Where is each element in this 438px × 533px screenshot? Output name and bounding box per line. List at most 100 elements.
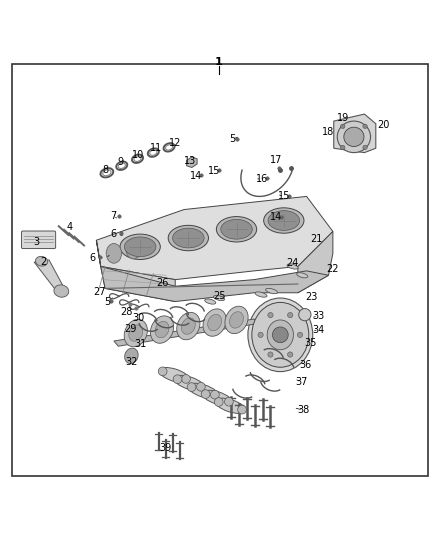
- Ellipse shape: [124, 237, 156, 257]
- Text: 34: 34: [313, 325, 325, 335]
- Text: 22: 22: [326, 264, 338, 274]
- Text: 25: 25: [214, 291, 226, 301]
- Text: 9: 9: [118, 157, 124, 167]
- Circle shape: [225, 397, 233, 406]
- Text: 32: 32: [125, 357, 138, 367]
- Ellipse shape: [213, 295, 225, 301]
- Circle shape: [297, 332, 303, 337]
- Text: 35: 35: [305, 338, 317, 348]
- Polygon shape: [334, 114, 376, 152]
- Text: 29: 29: [124, 324, 137, 334]
- Ellipse shape: [129, 325, 143, 341]
- Circle shape: [363, 145, 367, 150]
- FancyBboxPatch shape: [21, 231, 56, 248]
- Text: 1: 1: [216, 56, 222, 67]
- Text: 10: 10: [132, 150, 145, 160]
- Polygon shape: [101, 266, 328, 302]
- Ellipse shape: [255, 292, 267, 297]
- Text: 31: 31: [134, 340, 146, 350]
- Ellipse shape: [124, 319, 147, 347]
- Text: 36: 36: [300, 360, 312, 369]
- Circle shape: [173, 375, 182, 384]
- Ellipse shape: [267, 320, 293, 350]
- Ellipse shape: [265, 288, 278, 294]
- Text: 2: 2: [41, 257, 47, 267]
- Circle shape: [341, 145, 345, 150]
- Ellipse shape: [54, 285, 69, 297]
- Text: 4: 4: [67, 222, 73, 232]
- Circle shape: [238, 405, 247, 414]
- Text: 8: 8: [102, 165, 108, 175]
- Ellipse shape: [208, 314, 222, 331]
- Text: 26: 26: [156, 278, 168, 288]
- Circle shape: [272, 327, 288, 343]
- Ellipse shape: [120, 234, 160, 260]
- Ellipse shape: [287, 264, 298, 269]
- Text: 5: 5: [229, 134, 235, 144]
- Circle shape: [211, 390, 219, 399]
- Polygon shape: [298, 231, 333, 293]
- Polygon shape: [187, 157, 197, 167]
- Ellipse shape: [230, 312, 244, 328]
- Circle shape: [182, 375, 191, 383]
- Ellipse shape: [252, 302, 309, 367]
- Ellipse shape: [155, 321, 169, 338]
- Ellipse shape: [225, 306, 248, 334]
- Circle shape: [158, 367, 167, 376]
- Polygon shape: [34, 260, 65, 293]
- Ellipse shape: [221, 220, 252, 239]
- Text: 6: 6: [111, 229, 117, 239]
- Text: 18: 18: [321, 127, 334, 136]
- Ellipse shape: [177, 312, 200, 340]
- Text: 23: 23: [306, 292, 318, 302]
- Text: 1: 1: [215, 56, 223, 67]
- Text: 12: 12: [169, 138, 181, 148]
- Text: 39: 39: [159, 443, 172, 453]
- Text: 15: 15: [278, 191, 290, 201]
- Text: 38: 38: [297, 405, 309, 415]
- Circle shape: [214, 398, 223, 406]
- Text: 13: 13: [184, 156, 197, 166]
- Circle shape: [287, 312, 293, 318]
- Ellipse shape: [337, 121, 371, 152]
- Ellipse shape: [248, 298, 313, 372]
- Text: 3: 3: [33, 237, 39, 247]
- Ellipse shape: [35, 256, 48, 266]
- Text: 17: 17: [270, 155, 282, 165]
- Ellipse shape: [215, 398, 246, 414]
- Circle shape: [287, 352, 293, 357]
- Text: 5: 5: [104, 296, 110, 306]
- Text: 33: 33: [312, 311, 324, 320]
- Text: 15: 15: [208, 166, 221, 176]
- Polygon shape: [96, 197, 333, 280]
- Text: 21: 21: [310, 235, 322, 244]
- Ellipse shape: [297, 273, 308, 278]
- Ellipse shape: [125, 348, 138, 364]
- Text: 30: 30: [132, 313, 145, 323]
- Ellipse shape: [264, 208, 304, 233]
- Text: 11: 11: [150, 143, 162, 154]
- Ellipse shape: [106, 244, 122, 263]
- Text: 14: 14: [190, 171, 202, 181]
- Circle shape: [299, 309, 311, 321]
- Text: 28: 28: [120, 307, 132, 317]
- Circle shape: [341, 124, 345, 128]
- Ellipse shape: [216, 216, 257, 242]
- Polygon shape: [114, 319, 258, 346]
- Text: 19: 19: [337, 112, 350, 123]
- Ellipse shape: [181, 318, 195, 334]
- Ellipse shape: [159, 368, 190, 383]
- Ellipse shape: [268, 211, 300, 230]
- Circle shape: [258, 332, 263, 337]
- Circle shape: [268, 312, 273, 318]
- Polygon shape: [96, 240, 175, 302]
- Ellipse shape: [126, 239, 141, 259]
- Text: 24: 24: [286, 258, 299, 268]
- Circle shape: [197, 382, 205, 391]
- Text: 27: 27: [94, 287, 106, 297]
- Text: 37: 37: [295, 377, 307, 387]
- Ellipse shape: [205, 299, 216, 304]
- Text: 16: 16: [256, 174, 268, 184]
- Ellipse shape: [188, 383, 219, 399]
- Ellipse shape: [344, 127, 364, 147]
